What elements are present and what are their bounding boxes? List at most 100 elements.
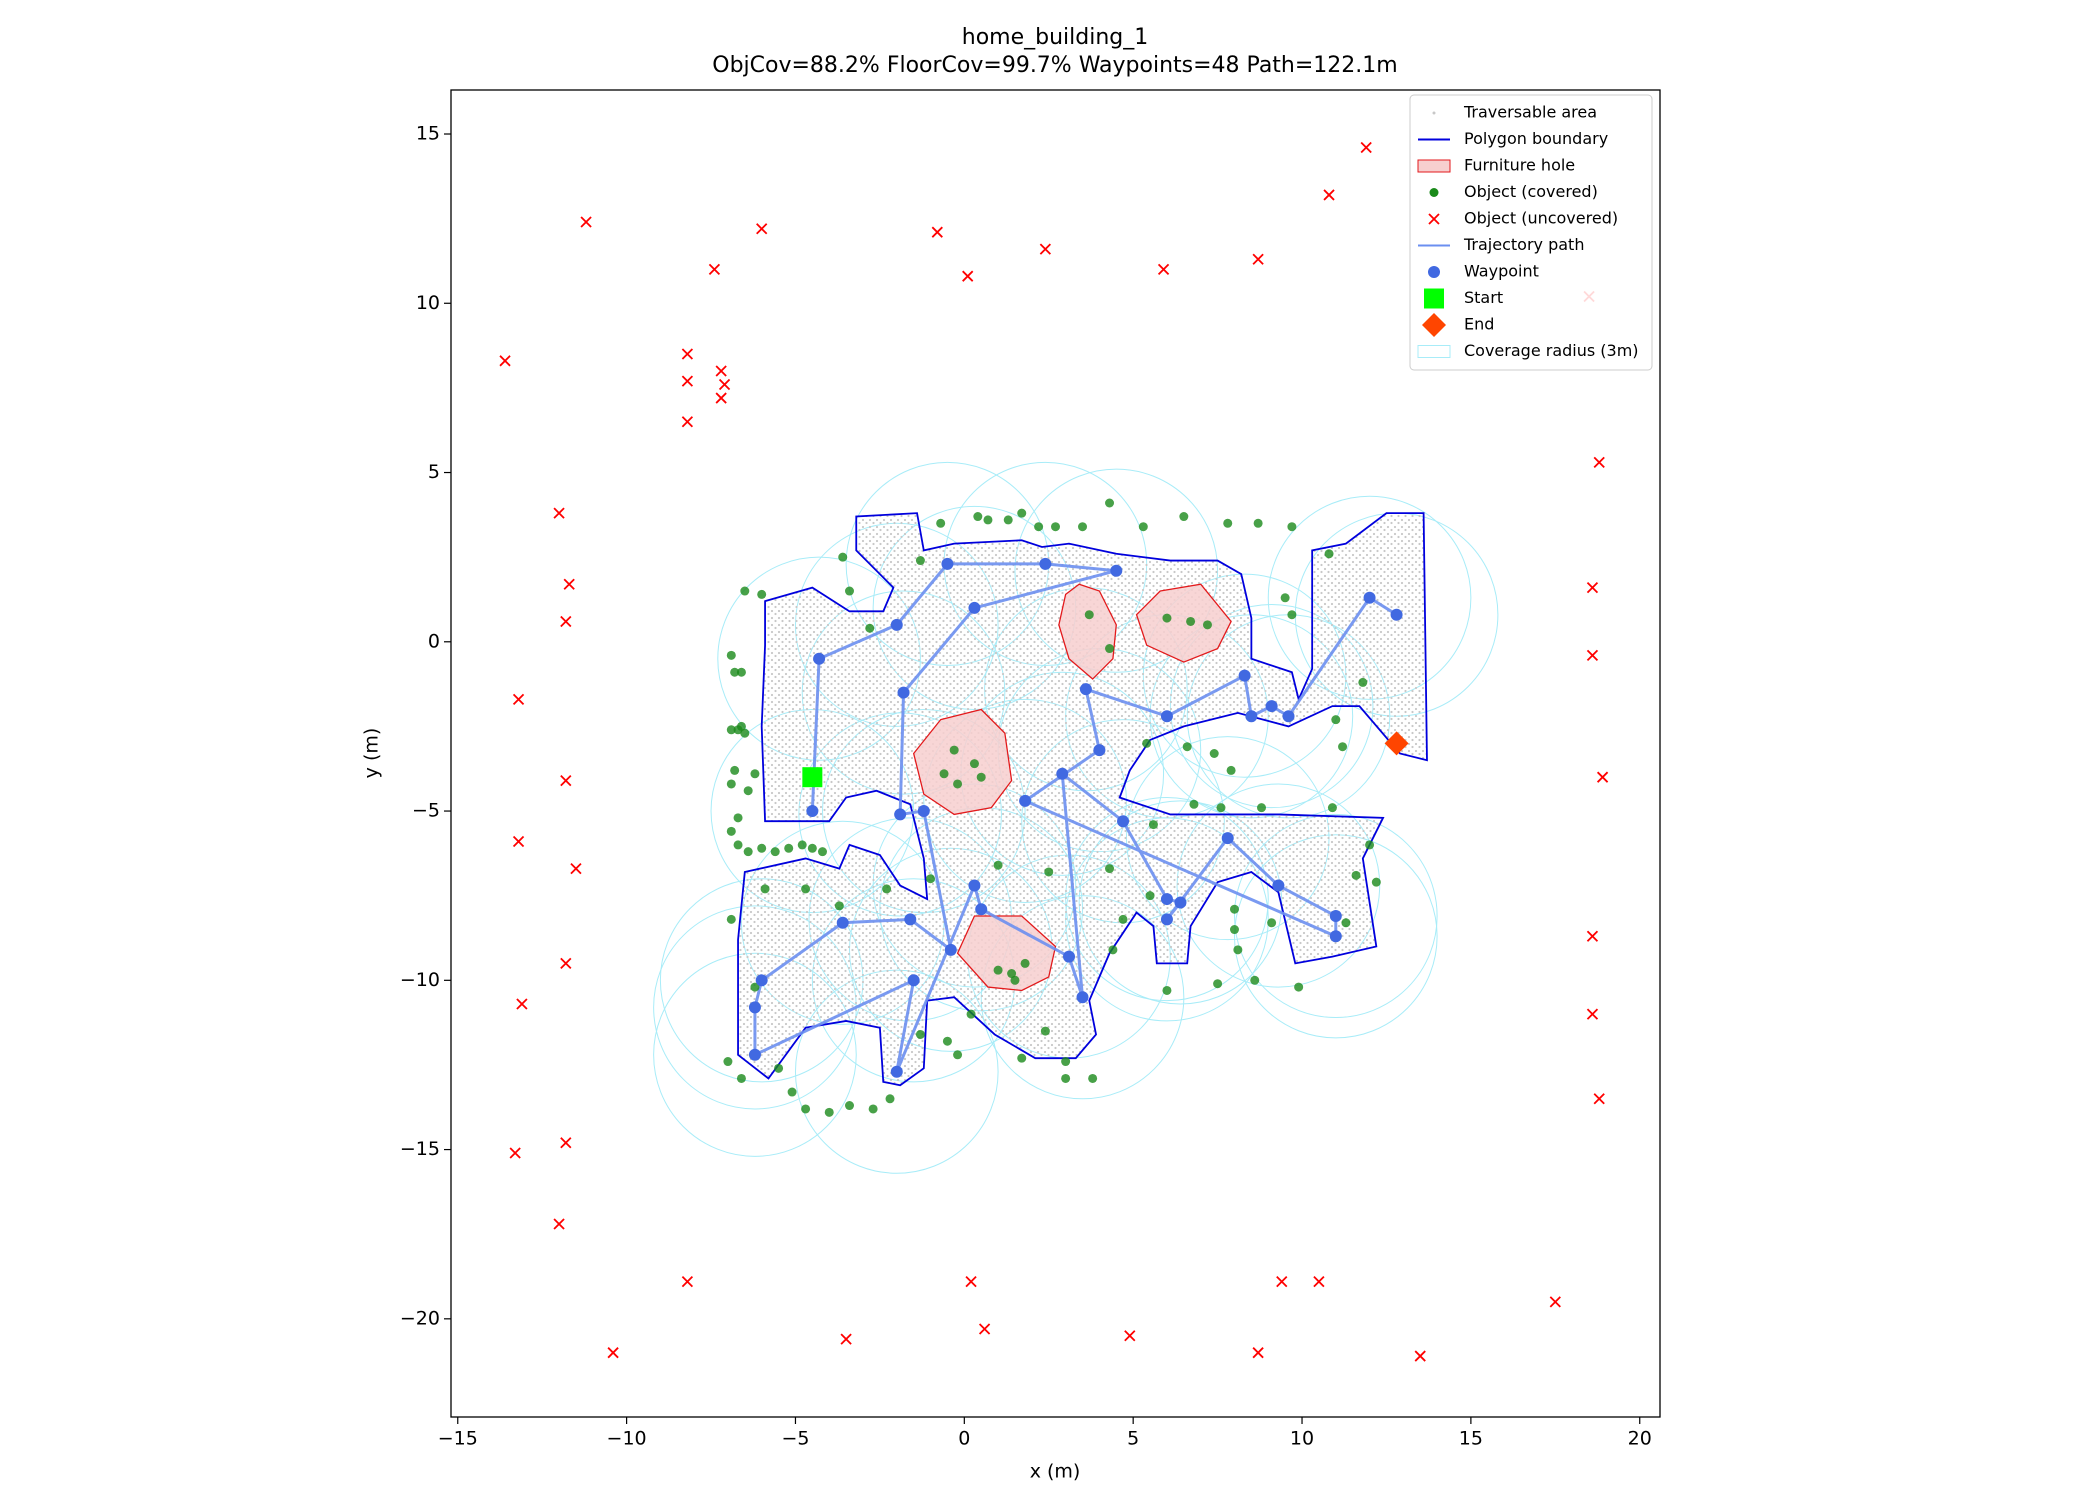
- object-covered: [1020, 958, 1030, 968]
- object-covered: [1250, 975, 1260, 985]
- x-tick-label: 10: [1290, 1428, 1314, 1450]
- object-covered: [1162, 985, 1172, 995]
- object-uncovered: [718, 378, 731, 391]
- waypoint: [755, 974, 768, 987]
- object-uncovered: [1124, 1330, 1136, 1342]
- object-covered: [1338, 742, 1348, 752]
- object-uncovered: [516, 998, 528, 1010]
- waypoint: [1056, 767, 1069, 780]
- object-uncovered: [1276, 1275, 1288, 1288]
- object-covered: [993, 860, 1003, 870]
- x-tick-label: 20: [1628, 1428, 1652, 1450]
- object-uncovered: [1414, 1350, 1426, 1362]
- object-covered: [726, 725, 736, 735]
- object-covered: [949, 745, 959, 755]
- object-uncovered: [1549, 1296, 1561, 1308]
- object-uncovered: [708, 263, 721, 276]
- object-covered: [939, 769, 949, 779]
- object-uncovered: [1252, 253, 1264, 265]
- object-covered: [1324, 549, 1334, 559]
- object-uncovered: [840, 1333, 852, 1345]
- object-covered: [993, 965, 1003, 975]
- object-covered: [1229, 904, 1239, 914]
- object-covered: [1034, 522, 1044, 532]
- object-covered: [936, 518, 946, 528]
- x-tick-label: −15: [438, 1428, 478, 1450]
- object-covered: [757, 843, 767, 853]
- waypoint: [1329, 909, 1342, 922]
- object-covered: [797, 840, 807, 850]
- object-uncovered: [715, 392, 727, 404]
- object-uncovered: [1157, 263, 1170, 276]
- waypoint: [1019, 794, 1032, 807]
- waypoint: [1063, 950, 1076, 963]
- object-covered: [1044, 867, 1054, 877]
- object-covered: [726, 779, 736, 789]
- object-covered: [750, 769, 760, 779]
- object-covered: [824, 1107, 834, 1117]
- object-covered: [1182, 742, 1192, 752]
- legend-label: Coverage radius (3m): [1464, 341, 1639, 360]
- object-covered: [1186, 616, 1196, 626]
- object-covered: [1040, 1026, 1050, 1036]
- x-tick-label: 15: [1459, 1428, 1483, 1450]
- chart-subtitle: ObjCov=88.2% FloorCov=99.7% Waypoints=48…: [712, 53, 1397, 78]
- waypoint: [748, 1001, 761, 1014]
- y-tick-label: 0: [428, 630, 440, 652]
- object-uncovered: [560, 615, 572, 628]
- object-uncovered: [1252, 1347, 1264, 1359]
- legend-label: Object (uncovered): [1464, 209, 1618, 228]
- object-covered: [1105, 498, 1115, 508]
- waypoint: [1160, 913, 1173, 926]
- object-covered: [1253, 518, 1263, 528]
- object-uncovered: [607, 1347, 619, 1359]
- polygon-boundary: [737, 512, 1428, 1087]
- waypoint: [1110, 564, 1123, 577]
- object-covered: [1280, 593, 1290, 603]
- object-covered: [844, 1101, 854, 1111]
- object-covered: [787, 1087, 797, 1097]
- object-covered: [973, 512, 983, 522]
- waypoint: [890, 1065, 903, 1078]
- object-covered: [1010, 975, 1020, 985]
- object-covered: [740, 586, 750, 596]
- legend-box: [1409, 94, 1653, 371]
- object-uncovered: [978, 1323, 991, 1335]
- x-tick-label: 5: [1127, 1428, 1139, 1450]
- y-axis-label: y (m): [361, 728, 383, 779]
- waypoint: [897, 686, 910, 699]
- object-covered: [726, 914, 736, 924]
- waypoint: [1282, 710, 1295, 723]
- object-uncovered: [512, 835, 525, 848]
- plot-frame: [450, 89, 1661, 1418]
- waypoint: [1390, 608, 1403, 621]
- object-covered: [1226, 765, 1236, 775]
- waypoint: [941, 557, 954, 570]
- waypoint: [1221, 832, 1234, 845]
- object-covered: [1202, 620, 1212, 630]
- legend-handle: [1432, 111, 1436, 115]
- object-covered: [757, 589, 767, 599]
- y-tick-label: 15: [416, 123, 440, 145]
- object-uncovered: [553, 1218, 565, 1230]
- object-covered: [1365, 840, 1375, 850]
- object-uncovered: [962, 270, 974, 282]
- legend-handle: [1428, 266, 1440, 278]
- object-covered: [1142, 738, 1152, 748]
- object-covered: [834, 901, 844, 911]
- object-uncovered: [681, 416, 694, 428]
- legend-handle: [1422, 313, 1446, 337]
- coverage-circle: [1233, 813, 1438, 1019]
- object-covered: [1088, 1073, 1098, 1083]
- object-uncovered: [1586, 1008, 1599, 1020]
- legend-label: Furniture hole: [1464, 156, 1575, 175]
- object-uncovered: [1586, 581, 1599, 594]
- object-covered: [868, 1104, 878, 1114]
- object-uncovered: [965, 1275, 977, 1288]
- chart-title: home_building_1: [962, 25, 1148, 50]
- object-covered: [1233, 945, 1243, 955]
- object-uncovered: [1593, 456, 1605, 469]
- object-uncovered: [560, 1137, 572, 1149]
- object-uncovered: [563, 578, 575, 590]
